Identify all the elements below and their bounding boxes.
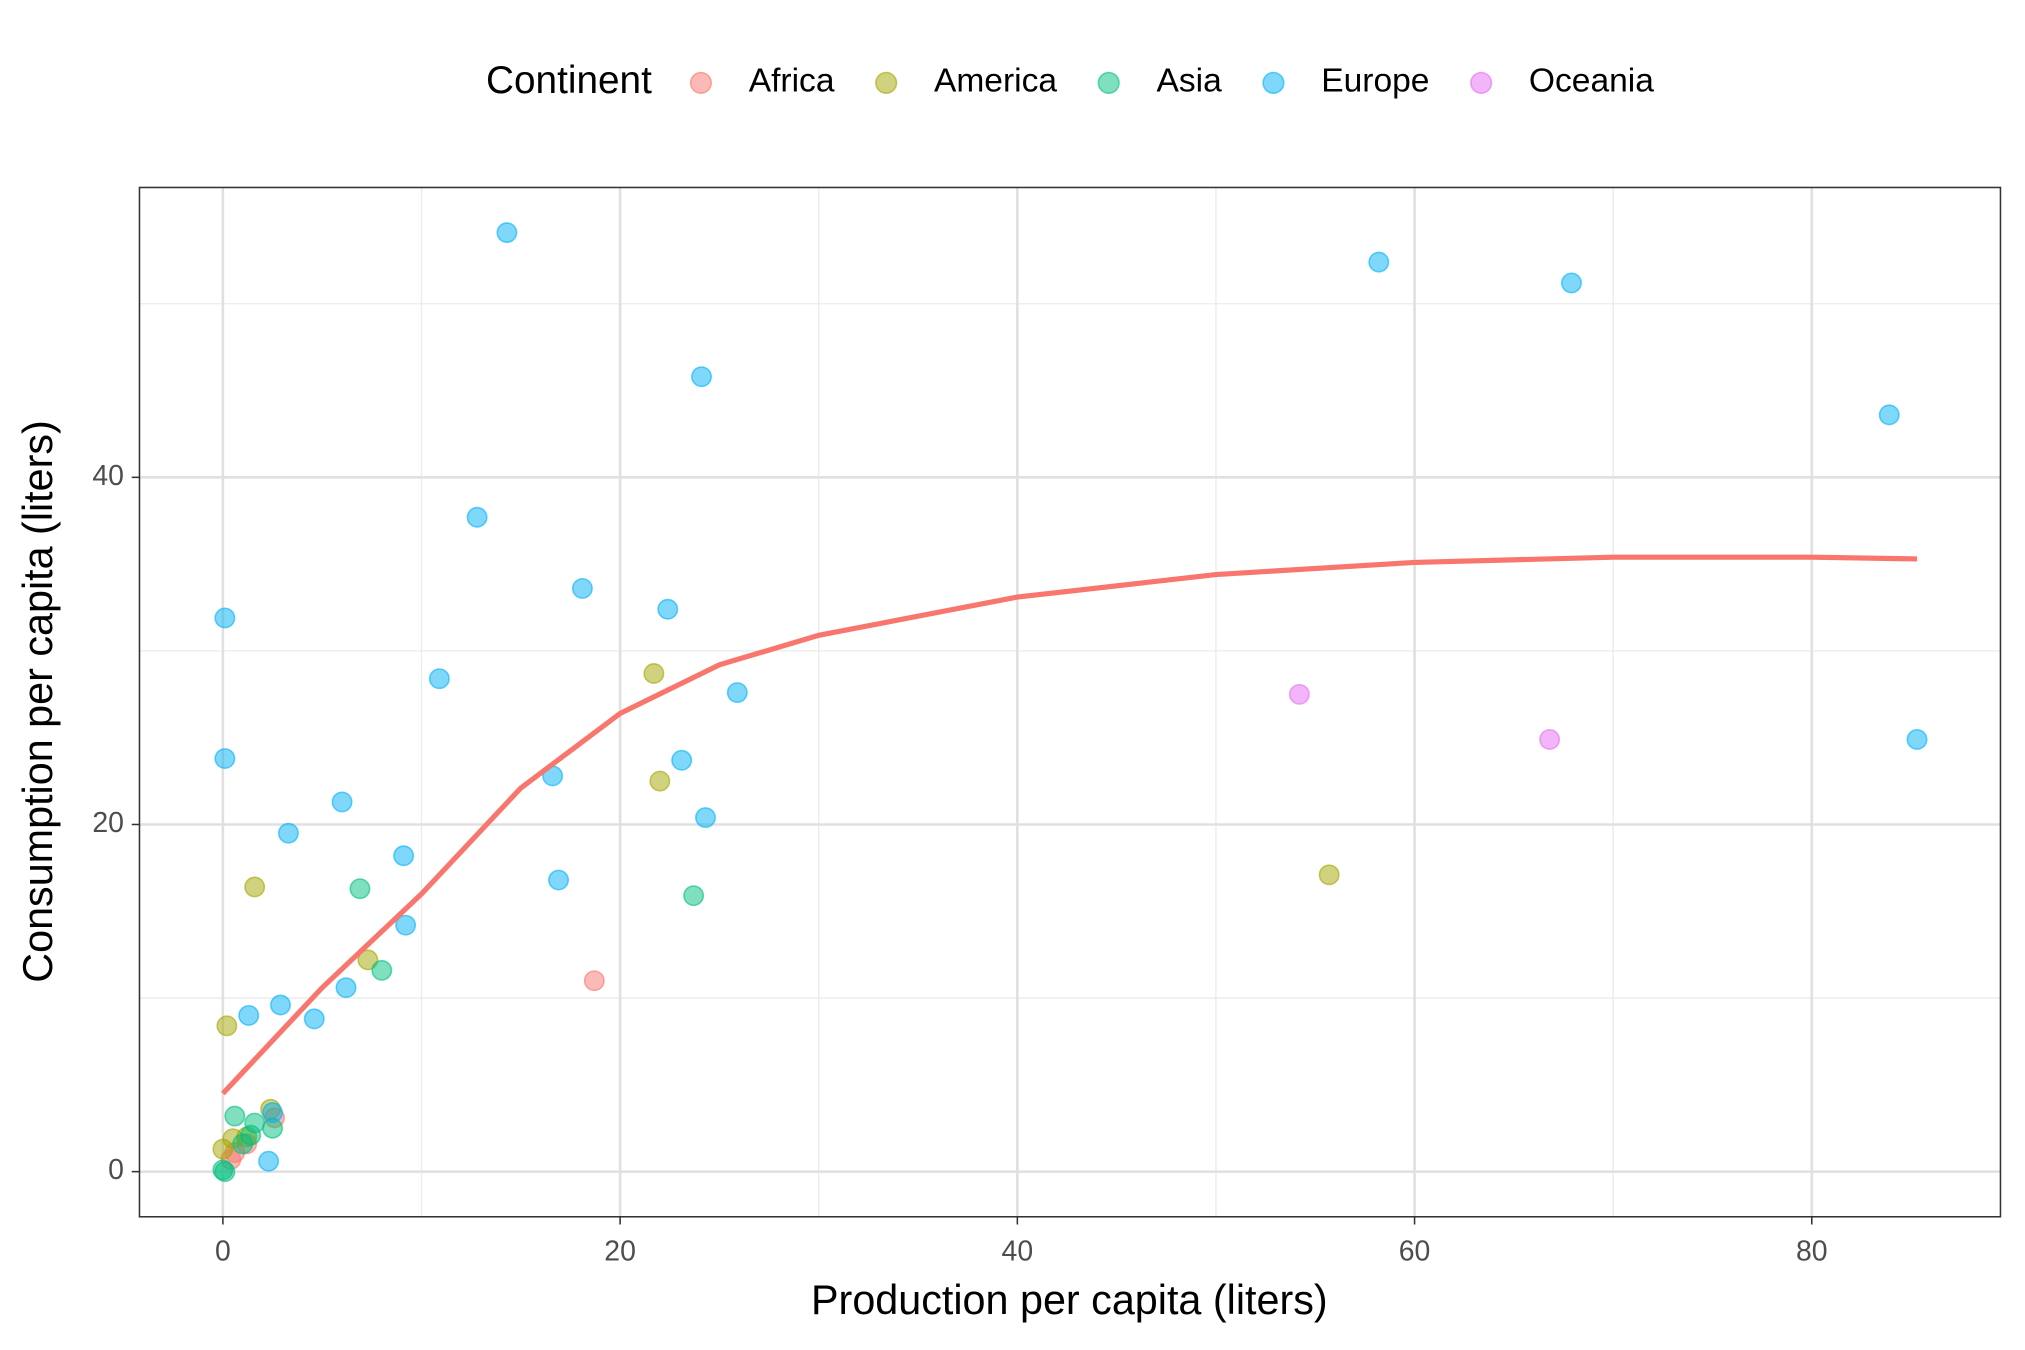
point [691,366,713,388]
point [583,970,605,992]
point [216,1015,238,1037]
point [270,994,291,1016]
point [649,770,671,792]
legend-label: Africa [749,63,835,100]
x-axis-title: Production per capita (liters) [811,1277,1328,1323]
point [371,959,393,981]
point [695,807,716,829]
y-tick-label: 0 [108,1154,124,1186]
legend-key [689,71,713,94]
point [1878,404,1900,426]
point [224,1105,246,1127]
point [1368,251,1390,273]
legend: Continent Africa America Asia Europe Oceania [486,59,1654,102]
point [232,1133,254,1155]
grid [139,187,2001,1217]
point [571,577,593,599]
point [466,506,488,528]
point [331,791,353,813]
point [683,885,705,907]
point [1539,728,1561,750]
x-tick-label: 20 [604,1235,636,1267]
point [349,878,371,900]
point [1906,728,1928,750]
y-tick-label: 20 [92,807,124,839]
legend-label: Europe [1321,63,1429,100]
x-tick-label: 80 [1796,1235,1828,1267]
x-tick-label: 40 [1002,1235,1034,1267]
point [393,845,415,867]
point [643,663,665,684]
point [1561,272,1582,294]
x-tick-label: 0 [215,1235,231,1267]
y-axis-title: Consumption per capita (liters) [15,420,61,983]
point [548,869,570,891]
point [262,1102,284,1124]
marks [212,222,1928,1183]
x-tick-label: 60 [1399,1235,1431,1267]
point [335,977,357,999]
y-tick-label: 40 [92,460,124,492]
legend-key [1097,71,1120,94]
point [1288,683,1310,705]
point [395,914,417,936]
legend-label: America [934,63,1057,100]
point [357,949,379,971]
legend-label: Oceania [1529,63,1654,100]
legend-key [1262,71,1285,94]
point [244,876,266,898]
axes: 0 20 40 60 80 0 20 40 [92,460,1827,1268]
point [496,222,518,244]
point [214,748,236,769]
point [214,607,236,629]
point [258,1150,280,1172]
point [671,749,693,771]
legend-title: Continent [486,59,652,102]
legend-label: Asia [1156,63,1222,100]
legend-key [1470,71,1493,94]
trend-line [221,554,1918,1096]
point [277,822,299,844]
point [428,668,450,690]
point [1318,864,1340,886]
point [726,682,748,704]
point [214,1161,236,1183]
point [657,598,679,620]
panel-border [138,186,2002,1218]
point [238,1004,260,1026]
point [303,1008,325,1030]
legend-key [875,71,898,94]
